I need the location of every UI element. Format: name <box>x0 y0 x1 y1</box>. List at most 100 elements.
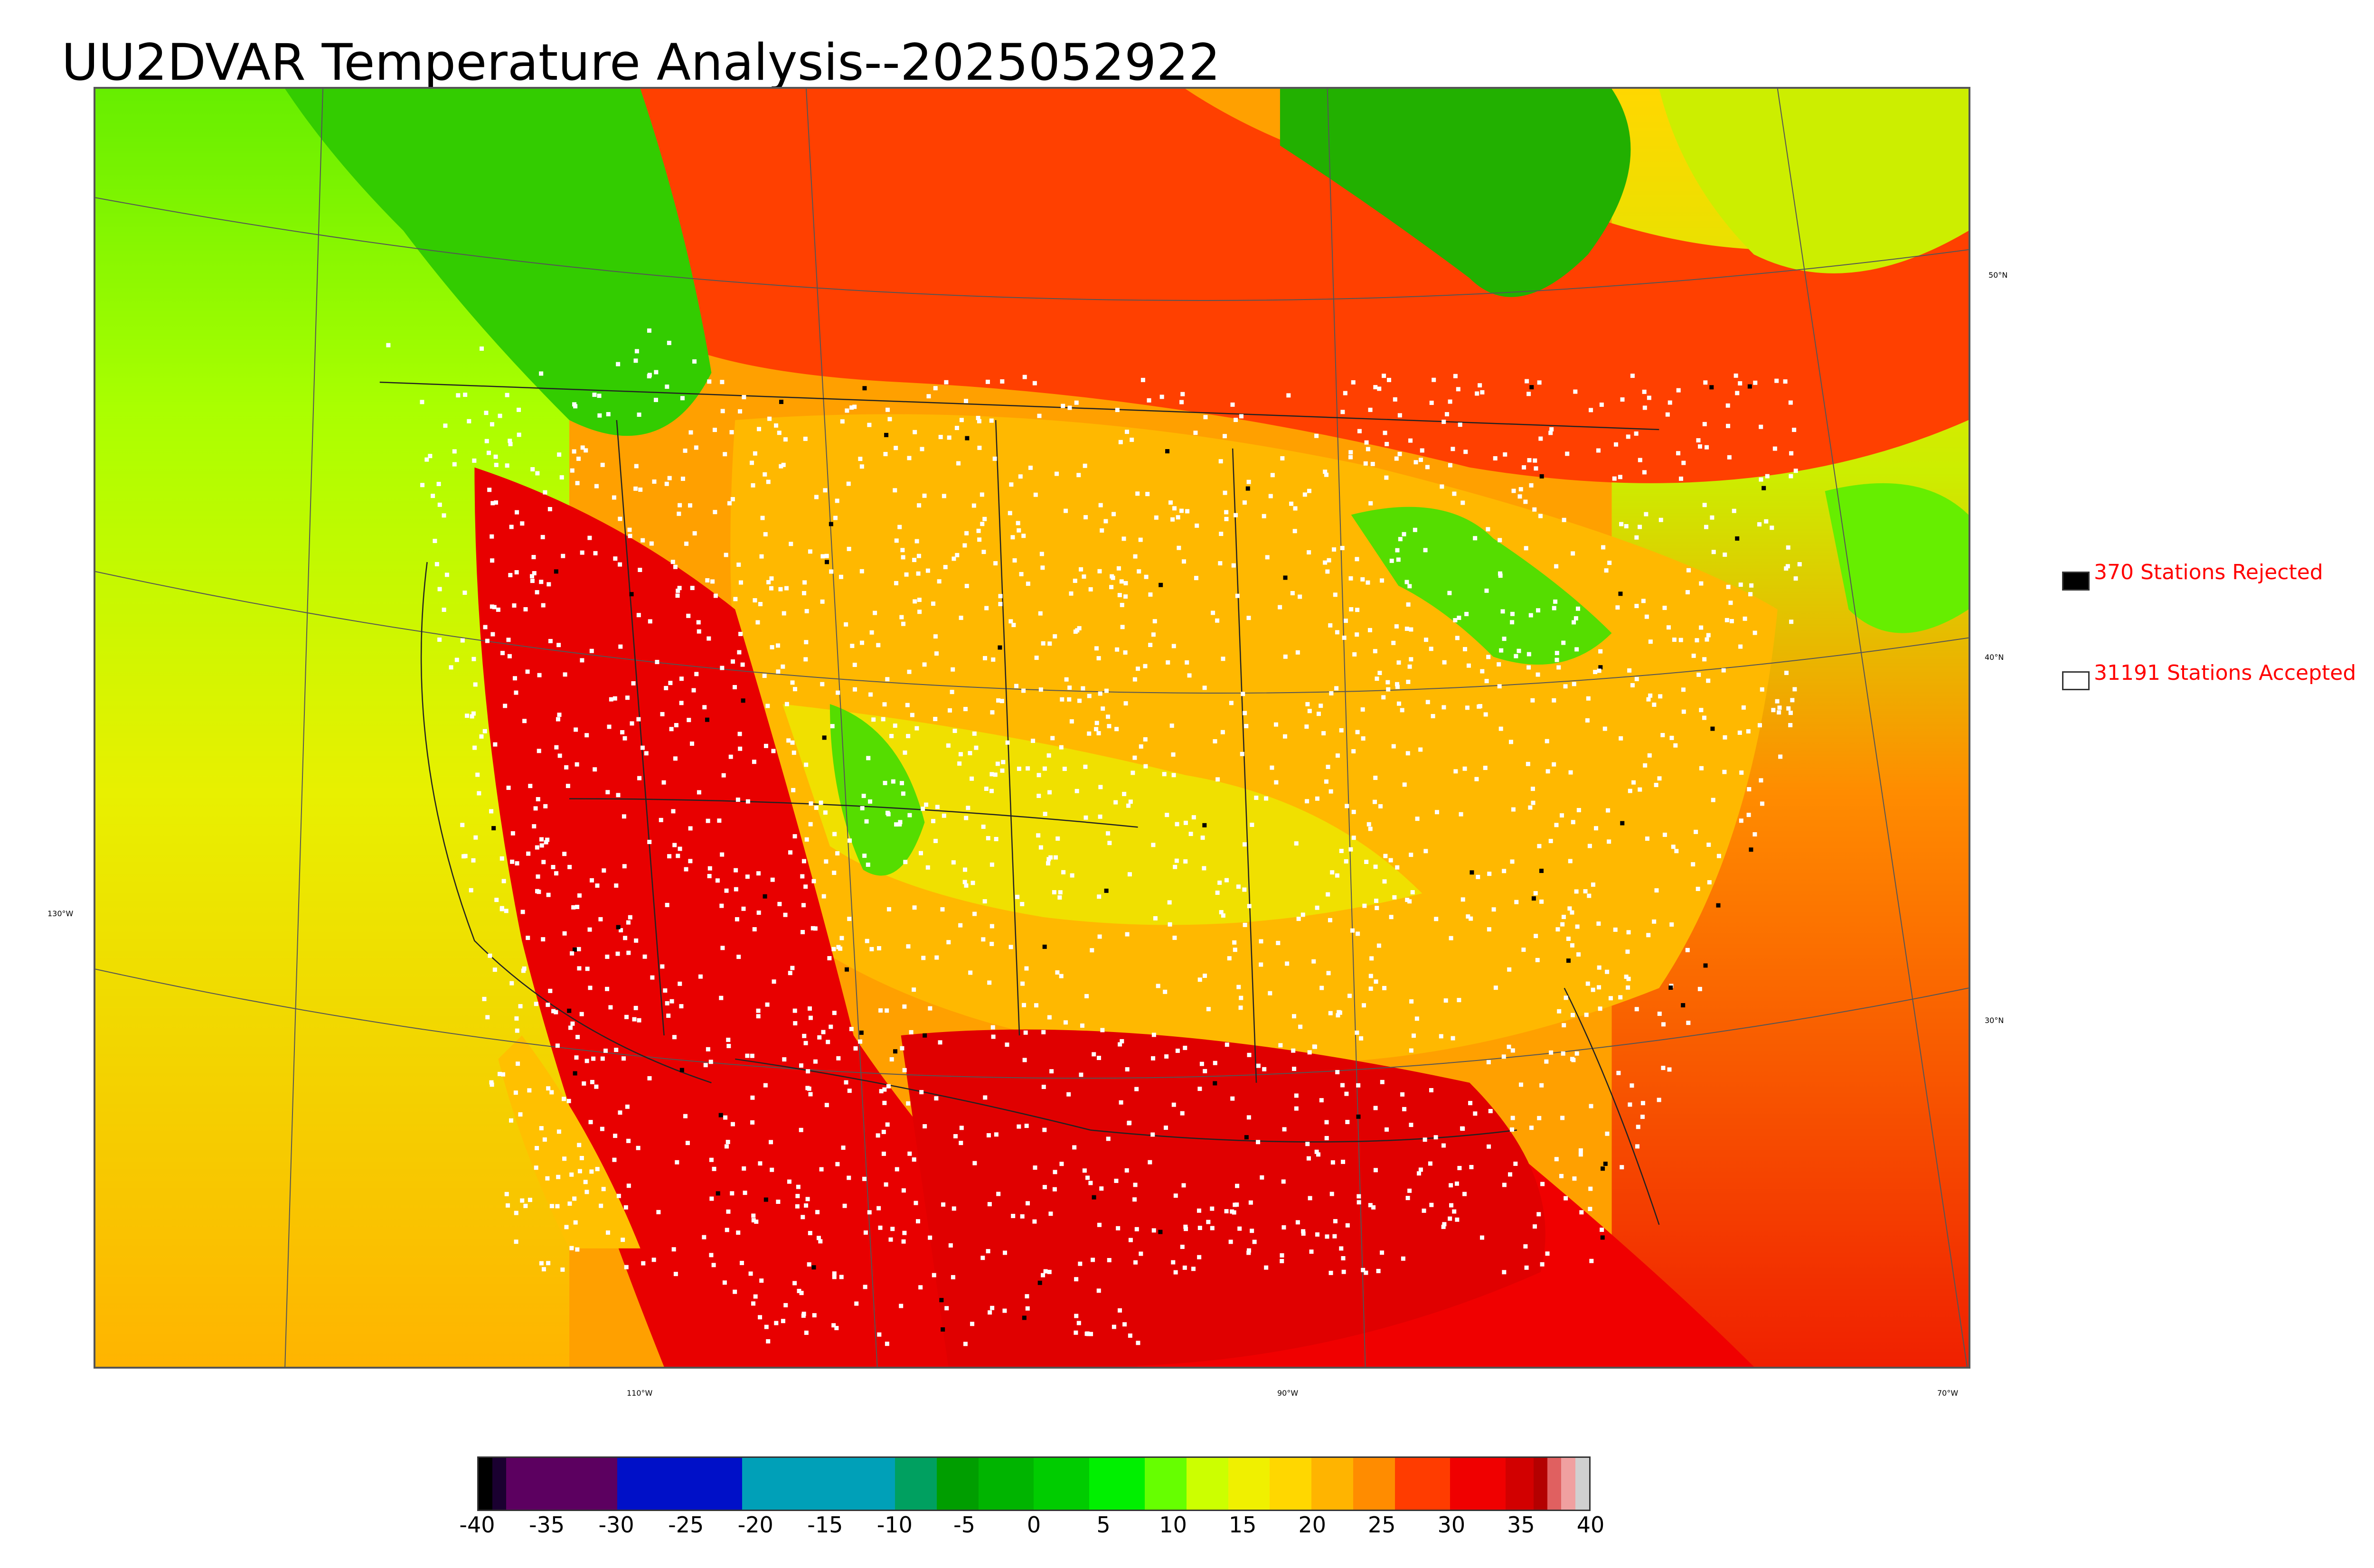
accepted-station <box>600 462 605 467</box>
accepted-station <box>1335 630 1339 635</box>
accepted-station <box>751 1213 756 1218</box>
accepted-station <box>1243 922 1247 927</box>
rejected-station <box>705 717 709 722</box>
accepted-station <box>1606 808 1611 813</box>
accepted-station <box>678 846 682 851</box>
rejected-station <box>845 967 849 972</box>
colorbar-tick-label: 5 <box>1096 1512 1111 1538</box>
accepted-station <box>1409 999 1414 1004</box>
rejected-station <box>1283 575 1288 580</box>
rejected-station <box>763 1197 768 1202</box>
accepted-station <box>498 413 502 418</box>
accepted-station <box>1125 1067 1130 1072</box>
accepted-station <box>420 400 424 404</box>
accepted-station <box>735 917 739 921</box>
colorbar-segment <box>1450 1458 1506 1510</box>
accepted-station <box>1589 408 1593 413</box>
accepted-station <box>779 464 783 469</box>
accepted-station <box>1460 500 1465 505</box>
accepted-station <box>452 449 457 454</box>
accepted-station <box>1586 696 1591 701</box>
accepted-station <box>1319 986 1324 990</box>
accepted-station <box>697 790 701 795</box>
accepted-station <box>1738 644 1743 649</box>
accepted-station <box>1224 878 1229 883</box>
accepted-station <box>661 780 666 785</box>
rejected-station <box>1529 385 1534 390</box>
accepted-station <box>676 589 680 593</box>
accepted-station <box>1591 987 1595 992</box>
accepted-station <box>720 380 725 385</box>
accepted-station <box>739 1260 744 1265</box>
accepted-station <box>993 772 998 777</box>
accepted-station <box>590 1080 594 1084</box>
accepted-station <box>1537 380 1542 385</box>
rejected-station <box>1104 888 1109 893</box>
accepted-station <box>1055 970 1060 975</box>
accepted-station <box>1181 1183 1186 1188</box>
accepted-station <box>609 697 613 702</box>
accepted-station <box>1046 753 1051 758</box>
accepted-station <box>1732 508 1736 513</box>
accepted-station <box>1333 592 1338 597</box>
accepted-station <box>827 956 832 960</box>
accepted-station <box>901 1188 906 1193</box>
accepted-station <box>1100 1028 1105 1033</box>
accepted-station <box>1721 668 1726 673</box>
accepted-station <box>891 779 895 784</box>
accepted-station <box>1048 855 1053 860</box>
rejected-station <box>1092 1195 1096 1200</box>
accepted-station <box>1329 691 1334 695</box>
accepted-station <box>504 1192 509 1196</box>
accepted-station <box>1451 1036 1455 1041</box>
accepted-station <box>1431 714 1435 719</box>
accepted-station <box>1527 458 1532 462</box>
accepted-station <box>1385 680 1390 685</box>
colorbar-segment <box>1034 1458 1090 1510</box>
accepted-station <box>1396 660 1401 665</box>
accepted-station <box>841 1145 846 1150</box>
accepted-station <box>1235 1183 1240 1188</box>
accepted-station <box>804 609 809 613</box>
accepted-station <box>1760 687 1764 692</box>
accepted-station <box>777 901 782 906</box>
accepted-station <box>812 1313 817 1318</box>
accepted-station <box>756 1008 761 1013</box>
accepted-station <box>1008 945 1013 949</box>
political-borders <box>379 381 1660 1225</box>
accepted-station <box>1524 546 1528 551</box>
accepted-station <box>1309 1249 1314 1254</box>
accepted-station <box>869 630 874 635</box>
accepted-station <box>1566 937 1571 941</box>
accepted-station <box>958 752 963 757</box>
accepted-station <box>725 1228 729 1232</box>
accepted-station <box>705 578 710 582</box>
accepted-station <box>909 1030 914 1034</box>
accepted-station <box>1243 711 1247 715</box>
accepted-station <box>1696 438 1701 443</box>
accepted-station <box>1552 606 1556 610</box>
rejected-station <box>1159 582 1163 587</box>
accepted-station <box>881 1151 886 1156</box>
accepted-station <box>894 581 899 585</box>
accepted-station <box>616 362 621 366</box>
accepted-station <box>1371 1205 1376 1210</box>
accepted-station <box>1143 764 1148 769</box>
accepted-station <box>563 672 567 677</box>
accepted-station <box>1360 707 1365 712</box>
accepted-station <box>583 1180 588 1184</box>
accepted-station <box>1596 448 1601 453</box>
accepted-station <box>1669 735 1674 740</box>
accepted-station <box>1533 1224 1537 1229</box>
accepted-station <box>1223 490 1227 495</box>
accepted-station <box>910 713 914 717</box>
accepted-station <box>1757 723 1762 728</box>
accepted-station <box>720 852 725 857</box>
accepted-station <box>1681 460 1686 465</box>
accepted-station <box>990 1305 995 1310</box>
accepted-station <box>1144 574 1149 579</box>
accepted-station <box>1375 906 1379 911</box>
accepted-station <box>472 458 477 463</box>
accepted-station <box>1289 501 1294 506</box>
accepted-station <box>1661 1022 1666 1027</box>
